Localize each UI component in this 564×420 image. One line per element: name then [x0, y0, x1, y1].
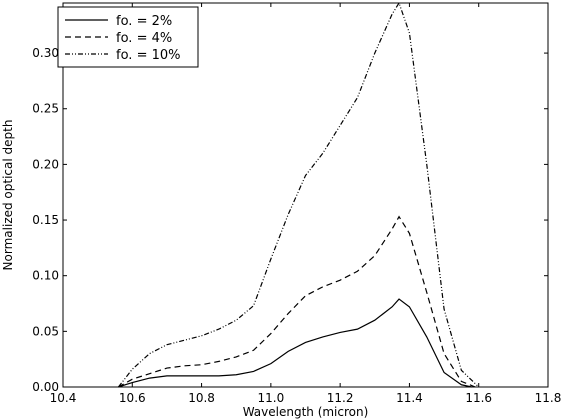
- series-line-2: [118, 217, 475, 387]
- x-axis-label: Wavelength (micron): [243, 405, 369, 419]
- x-tick-label: 11.6: [465, 391, 492, 405]
- y-tick-label: 0.25: [32, 102, 59, 116]
- legend-label-3: fo. = 10%: [116, 48, 181, 63]
- y-tick-label: 0.30: [32, 46, 59, 60]
- legend: fo. = 2% fo. = 4% fo. = 10%: [58, 7, 198, 67]
- x-tick-label: 11.4: [396, 391, 423, 405]
- x-tick-label: 10.8: [188, 391, 215, 405]
- y-tick-label: 0.05: [32, 324, 59, 338]
- y-tick-label: 0.15: [32, 213, 59, 227]
- y-tick-label: 0.10: [32, 269, 59, 283]
- series-line-1: [118, 299, 471, 387]
- legend-label-2: fo. = 4%: [116, 31, 172, 46]
- y-tick-label: 0.00: [32, 380, 59, 394]
- x-tick-label: 11.0: [257, 391, 284, 405]
- legend-label-1: fo. = 2%: [116, 14, 172, 29]
- x-tick-label: 10.6: [119, 391, 146, 405]
- y-tick-label: 0.20: [32, 157, 59, 171]
- x-tick-label: 11.8: [535, 391, 562, 405]
- y-axis-label: Normalized optical depth: [1, 120, 15, 271]
- x-tick-label: 11.2: [327, 391, 354, 405]
